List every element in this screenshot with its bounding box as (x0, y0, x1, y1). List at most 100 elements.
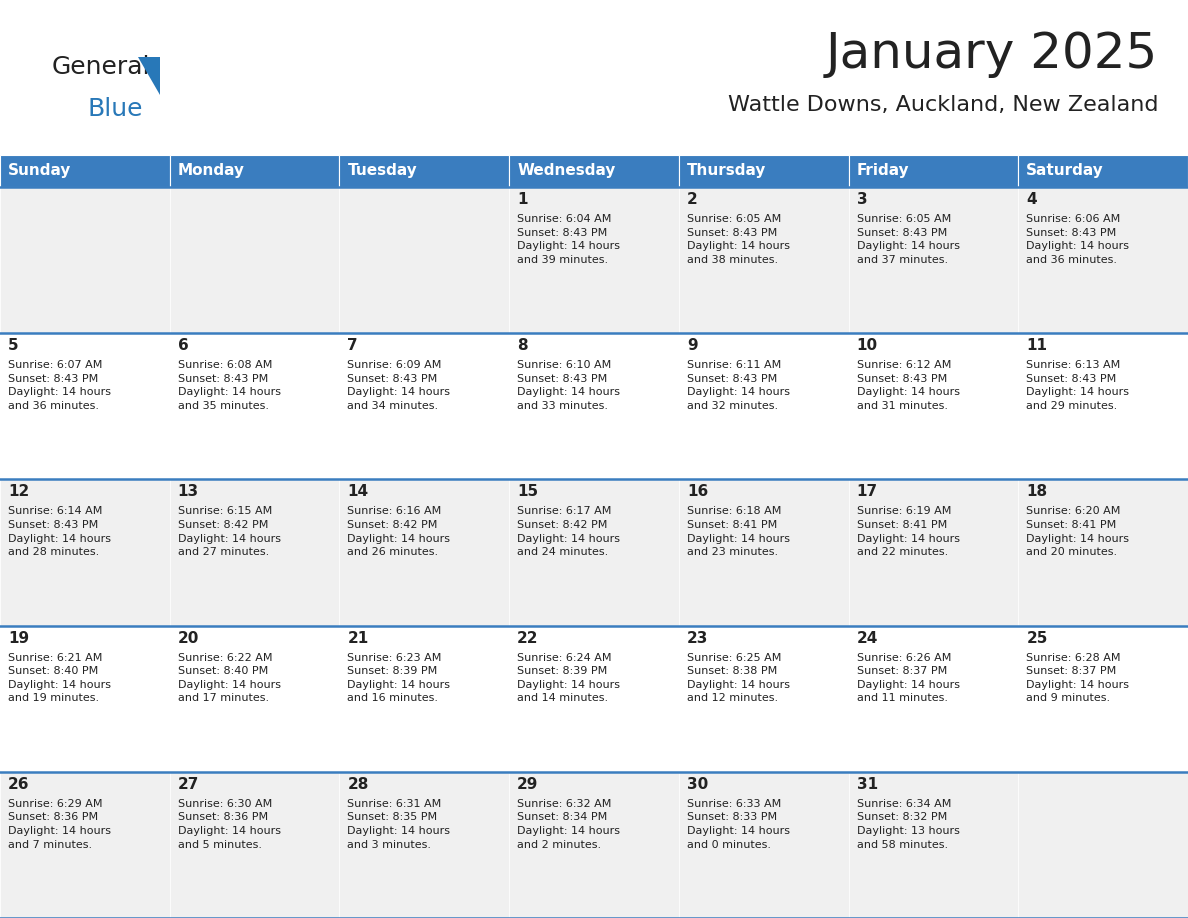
Text: 15: 15 (517, 485, 538, 499)
Text: Sunrise: 6:11 AM
Sunset: 8:43 PM
Daylight: 14 hours
and 32 minutes.: Sunrise: 6:11 AM Sunset: 8:43 PM Dayligh… (687, 360, 790, 411)
Text: Sunrise: 6:21 AM
Sunset: 8:40 PM
Daylight: 14 hours
and 19 minutes.: Sunrise: 6:21 AM Sunset: 8:40 PM Dayligh… (8, 653, 110, 703)
Bar (510, 772, 678, 918)
Bar (340, 187, 510, 333)
Text: Blue: Blue (88, 97, 144, 121)
Text: 17: 17 (857, 485, 878, 499)
Text: Wattle Downs, Auckland, New Zealand: Wattle Downs, Auckland, New Zealand (727, 95, 1158, 115)
Text: 12: 12 (8, 485, 30, 499)
Bar (1018, 772, 1188, 918)
Text: 24: 24 (857, 631, 878, 645)
Text: Sunrise: 6:18 AM
Sunset: 8:41 PM
Daylight: 14 hours
and 23 minutes.: Sunrise: 6:18 AM Sunset: 8:41 PM Dayligh… (687, 507, 790, 557)
Text: 4: 4 (1026, 192, 1037, 207)
Bar (510, 187, 678, 333)
Bar (0, 333, 170, 479)
Bar (510, 155, 678, 187)
Text: 22: 22 (517, 631, 538, 645)
Text: 6: 6 (178, 338, 189, 353)
Text: Monday: Monday (178, 163, 245, 178)
Text: Sunday: Sunday (8, 163, 71, 178)
Bar (170, 625, 340, 772)
Bar (170, 479, 340, 625)
Text: Sunrise: 6:07 AM
Sunset: 8:43 PM
Daylight: 14 hours
and 36 minutes.: Sunrise: 6:07 AM Sunset: 8:43 PM Dayligh… (8, 360, 110, 411)
Text: Sunrise: 6:25 AM
Sunset: 8:38 PM
Daylight: 14 hours
and 12 minutes.: Sunrise: 6:25 AM Sunset: 8:38 PM Dayligh… (687, 653, 790, 703)
Text: 19: 19 (8, 631, 30, 645)
Text: 18: 18 (1026, 485, 1048, 499)
Bar (510, 625, 678, 772)
Text: 1: 1 (517, 192, 527, 207)
Text: 8: 8 (517, 338, 527, 353)
Text: General: General (52, 55, 151, 79)
Text: 11: 11 (1026, 338, 1048, 353)
Text: Wednesday: Wednesday (517, 163, 615, 178)
Text: Sunrise: 6:31 AM
Sunset: 8:35 PM
Daylight: 14 hours
and 3 minutes.: Sunrise: 6:31 AM Sunset: 8:35 PM Dayligh… (347, 799, 450, 849)
Text: Sunrise: 6:04 AM
Sunset: 8:43 PM
Daylight: 14 hours
and 39 minutes.: Sunrise: 6:04 AM Sunset: 8:43 PM Dayligh… (517, 214, 620, 264)
Bar (510, 479, 678, 625)
Bar (340, 333, 510, 479)
Text: Sunrise: 6:15 AM
Sunset: 8:42 PM
Daylight: 14 hours
and 27 minutes.: Sunrise: 6:15 AM Sunset: 8:42 PM Dayligh… (178, 507, 280, 557)
Text: 2: 2 (687, 192, 697, 207)
Text: 9: 9 (687, 338, 697, 353)
Bar (678, 625, 848, 772)
Text: Sunrise: 6:05 AM
Sunset: 8:43 PM
Daylight: 14 hours
and 38 minutes.: Sunrise: 6:05 AM Sunset: 8:43 PM Dayligh… (687, 214, 790, 264)
Text: Sunrise: 6:13 AM
Sunset: 8:43 PM
Daylight: 14 hours
and 29 minutes.: Sunrise: 6:13 AM Sunset: 8:43 PM Dayligh… (1026, 360, 1130, 411)
Text: 27: 27 (178, 777, 200, 792)
Bar (848, 625, 1018, 772)
Bar (0, 479, 170, 625)
Bar (678, 187, 848, 333)
Bar (0, 187, 170, 333)
Bar (170, 333, 340, 479)
Polygon shape (138, 57, 160, 95)
Bar (1018, 625, 1188, 772)
Bar (678, 772, 848, 918)
Text: Sunrise: 6:06 AM
Sunset: 8:43 PM
Daylight: 14 hours
and 36 minutes.: Sunrise: 6:06 AM Sunset: 8:43 PM Dayligh… (1026, 214, 1130, 264)
Bar (1018, 187, 1188, 333)
Bar (1018, 333, 1188, 479)
Text: 30: 30 (687, 777, 708, 792)
Text: Sunrise: 6:16 AM
Sunset: 8:42 PM
Daylight: 14 hours
and 26 minutes.: Sunrise: 6:16 AM Sunset: 8:42 PM Dayligh… (347, 507, 450, 557)
Bar (170, 187, 340, 333)
Bar (0, 772, 170, 918)
Text: 25: 25 (1026, 631, 1048, 645)
Text: Sunrise: 6:28 AM
Sunset: 8:37 PM
Daylight: 14 hours
and 9 minutes.: Sunrise: 6:28 AM Sunset: 8:37 PM Dayligh… (1026, 653, 1130, 703)
Text: Sunrise: 6:09 AM
Sunset: 8:43 PM
Daylight: 14 hours
and 34 minutes.: Sunrise: 6:09 AM Sunset: 8:43 PM Dayligh… (347, 360, 450, 411)
Text: Sunrise: 6:22 AM
Sunset: 8:40 PM
Daylight: 14 hours
and 17 minutes.: Sunrise: 6:22 AM Sunset: 8:40 PM Dayligh… (178, 653, 280, 703)
Bar (0, 155, 170, 187)
Text: Sunrise: 6:12 AM
Sunset: 8:43 PM
Daylight: 14 hours
and 31 minutes.: Sunrise: 6:12 AM Sunset: 8:43 PM Dayligh… (857, 360, 960, 411)
Bar (848, 772, 1018, 918)
Text: Tuesday: Tuesday (347, 163, 417, 178)
Text: Sunrise: 6:20 AM
Sunset: 8:41 PM
Daylight: 14 hours
and 20 minutes.: Sunrise: 6:20 AM Sunset: 8:41 PM Dayligh… (1026, 507, 1130, 557)
Text: 14: 14 (347, 485, 368, 499)
Bar (678, 155, 848, 187)
Bar (340, 625, 510, 772)
Text: 3: 3 (857, 192, 867, 207)
Text: Saturday: Saturday (1026, 163, 1104, 178)
Bar (848, 155, 1018, 187)
Bar (678, 479, 848, 625)
Text: 28: 28 (347, 777, 368, 792)
Text: Friday: Friday (857, 163, 909, 178)
Text: 13: 13 (178, 485, 198, 499)
Bar (510, 333, 678, 479)
Bar (170, 772, 340, 918)
Text: Sunrise: 6:23 AM
Sunset: 8:39 PM
Daylight: 14 hours
and 16 minutes.: Sunrise: 6:23 AM Sunset: 8:39 PM Dayligh… (347, 653, 450, 703)
Text: 26: 26 (8, 777, 30, 792)
Text: Sunrise: 6:33 AM
Sunset: 8:33 PM
Daylight: 14 hours
and 0 minutes.: Sunrise: 6:33 AM Sunset: 8:33 PM Dayligh… (687, 799, 790, 849)
Bar (1018, 479, 1188, 625)
Text: Sunrise: 6:29 AM
Sunset: 8:36 PM
Daylight: 14 hours
and 7 minutes.: Sunrise: 6:29 AM Sunset: 8:36 PM Dayligh… (8, 799, 110, 849)
Bar (848, 479, 1018, 625)
Text: January 2025: January 2025 (826, 30, 1158, 78)
Bar (340, 479, 510, 625)
Text: Sunrise: 6:34 AM
Sunset: 8:32 PM
Daylight: 13 hours
and 58 minutes.: Sunrise: 6:34 AM Sunset: 8:32 PM Dayligh… (857, 799, 960, 849)
Text: 31: 31 (857, 777, 878, 792)
Text: 7: 7 (347, 338, 358, 353)
Text: Sunrise: 6:08 AM
Sunset: 8:43 PM
Daylight: 14 hours
and 35 minutes.: Sunrise: 6:08 AM Sunset: 8:43 PM Dayligh… (178, 360, 280, 411)
Text: Sunrise: 6:10 AM
Sunset: 8:43 PM
Daylight: 14 hours
and 33 minutes.: Sunrise: 6:10 AM Sunset: 8:43 PM Dayligh… (517, 360, 620, 411)
Text: 29: 29 (517, 777, 538, 792)
Bar (0, 625, 170, 772)
Bar (848, 333, 1018, 479)
Bar (1018, 155, 1188, 187)
Text: 23: 23 (687, 631, 708, 645)
Text: Sunrise: 6:05 AM
Sunset: 8:43 PM
Daylight: 14 hours
and 37 minutes.: Sunrise: 6:05 AM Sunset: 8:43 PM Dayligh… (857, 214, 960, 264)
Text: Sunrise: 6:32 AM
Sunset: 8:34 PM
Daylight: 14 hours
and 2 minutes.: Sunrise: 6:32 AM Sunset: 8:34 PM Dayligh… (517, 799, 620, 849)
Text: 10: 10 (857, 338, 878, 353)
